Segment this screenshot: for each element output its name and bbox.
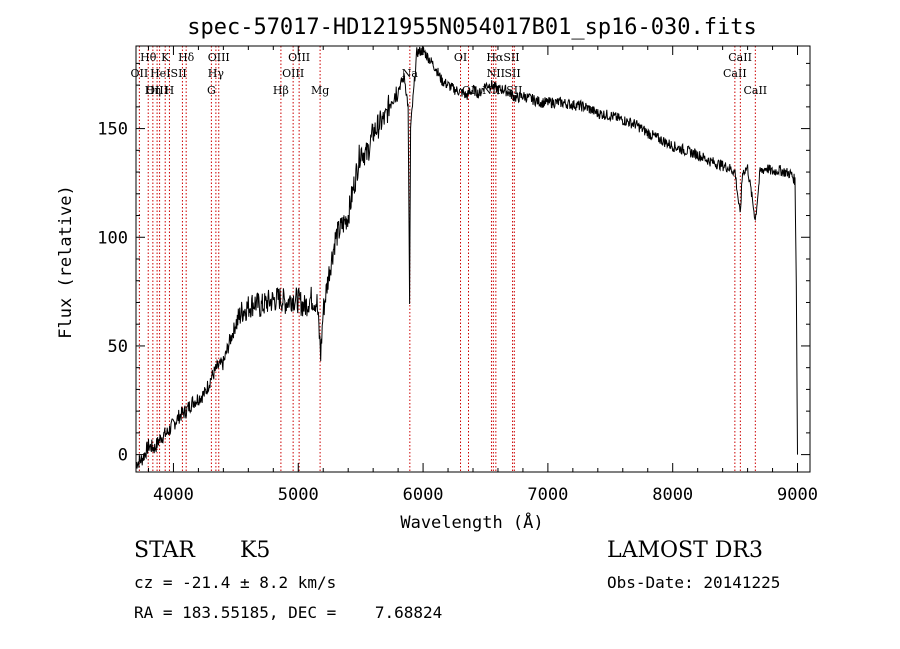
x-tick-label: 5000: [278, 485, 319, 505]
x-axis-label: Wavelength (Å): [400, 511, 543, 533]
x-tick-label: 9000: [777, 485, 818, 505]
y-tick-label: 0: [118, 446, 128, 466]
spectral-line-label: SII: [504, 67, 520, 80]
spectral-line-label: H: [165, 84, 175, 97]
spectral-line-label: CaII: [743, 84, 767, 97]
obs-date-text: Obs-Date: 20141225: [607, 573, 781, 592]
y-axis-label: Flux (relative): [56, 185, 76, 339]
spectral-line-label: Hδ: [178, 51, 195, 64]
spectral-line-label: Hη: [145, 84, 161, 97]
survey-name: LAMOST DR3: [607, 538, 763, 563]
spectral-line-label: K: [161, 51, 170, 64]
spectral-line-label: HeISII: [150, 67, 187, 80]
spectral-line-label: Hγ: [208, 67, 225, 80]
object-subclass: K5: [240, 538, 271, 563]
spectral-line-label: OIII: [208, 51, 230, 64]
x-tick-label: 4000: [153, 485, 194, 505]
spectral-line-label: OIII: [288, 51, 310, 64]
spectral-line-label: OI: [454, 51, 467, 64]
x-tick-label: 6000: [403, 485, 444, 505]
spectral-line-label: Hθ: [140, 51, 157, 64]
chart-title: spec-57017-HD121955N054017B01_sp16-030.f…: [187, 15, 757, 40]
x-tick-label: 7000: [527, 485, 568, 505]
plot-frame: [135, 45, 811, 473]
coordinates-text: RA = 183.55185, DEC = 7.68824: [134, 603, 443, 622]
spectral-line-label: CaII: [723, 67, 747, 80]
spectrum-line: [135, 46, 798, 469]
redshift-text: cz = -21.4 ± 8.2 km/s: [134, 573, 337, 592]
spectral-line-label: OIII: [282, 67, 304, 80]
plot-area: Hθ K Hδ OIII OIII OI HαSII CaII OII HeISII Hγ OIII N…: [97, 45, 818, 505]
y-tick-label: 50: [108, 337, 128, 357]
spectral-line-label: OIII: [146, 84, 168, 97]
spectral-line-label: HαSII: [486, 51, 519, 64]
spectral-line-label: CaII: [728, 51, 752, 64]
spectral-line-label: NII: [487, 67, 505, 80]
y-tick-label: 150: [97, 120, 128, 140]
object-class: STAR: [134, 538, 195, 563]
spectral-line-label: Mg: [311, 84, 329, 97]
x-tick-label: 8000: [652, 485, 693, 505]
spectral-line-label: G: [207, 84, 216, 97]
y-tick-label: 100: [97, 228, 128, 248]
spectral-line-label: Hβ: [273, 84, 289, 97]
spectral-line-label: OII: [131, 67, 149, 80]
